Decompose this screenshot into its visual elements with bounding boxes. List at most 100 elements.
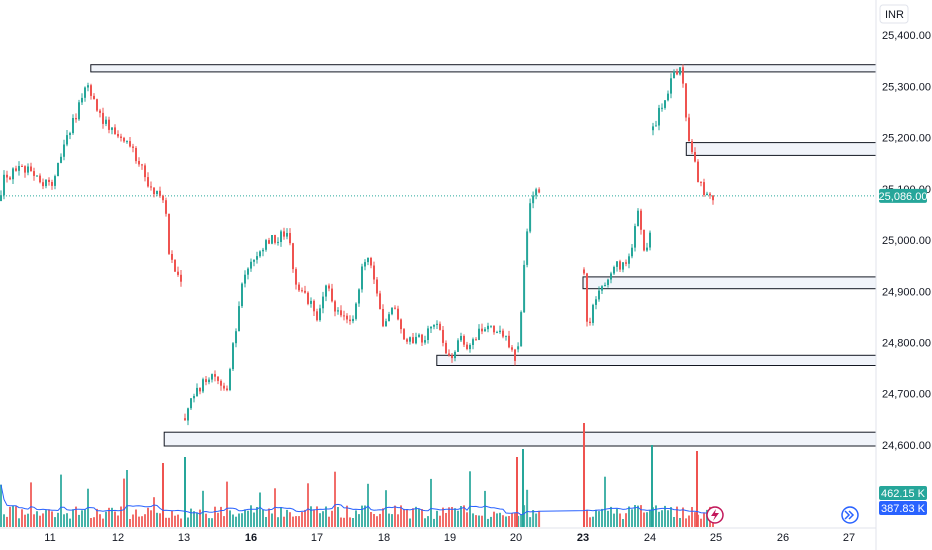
volume-bar	[114, 511, 116, 527]
volume-bar	[235, 516, 237, 527]
svg-text:462.15 K: 462.15 K	[881, 488, 926, 500]
volume-bar	[361, 505, 363, 527]
volume-bar	[496, 513, 498, 527]
candle	[595, 296, 597, 310]
volume-bar	[93, 517, 95, 527]
candle	[523, 260, 526, 313]
volume-bar	[220, 506, 222, 527]
candle	[514, 348, 516, 366]
volume-bar	[250, 505, 252, 527]
candle	[703, 178, 705, 197]
candle	[673, 69, 675, 79]
candle	[214, 370, 216, 382]
volume-bar	[688, 515, 690, 527]
volume-bar	[48, 509, 50, 527]
candle	[15, 165, 17, 172]
volume-bar	[469, 471, 471, 527]
candle	[529, 198, 532, 234]
candle	[310, 297, 312, 308]
volume-bar	[331, 510, 333, 527]
volume-bar	[478, 515, 480, 527]
candle	[460, 332, 462, 342]
volume-bar	[598, 511, 600, 527]
volume-bar	[355, 510, 357, 527]
volume-bar	[102, 518, 104, 527]
volume-bar	[634, 505, 636, 527]
candle	[259, 250, 261, 258]
volume-bar	[165, 517, 167, 527]
candle	[190, 398, 192, 410]
scroll-right-icon[interactable]	[841, 506, 859, 524]
volume-bar	[223, 516, 225, 527]
candle	[430, 326, 432, 333]
candle	[442, 326, 444, 347]
candle	[496, 330, 498, 334]
volume-bar	[628, 506, 630, 527]
candle	[667, 90, 669, 102]
volume-bar	[3, 514, 5, 527]
volume-bar	[619, 513, 621, 527]
candle	[280, 229, 282, 247]
volume-bar	[517, 515, 520, 527]
volume-bar	[217, 512, 219, 527]
candle	[313, 299, 315, 316]
candle	[298, 282, 300, 292]
candle	[538, 187, 541, 194]
volume-bar	[211, 518, 213, 527]
volume-bar	[33, 514, 35, 527]
volume-bar	[265, 517, 267, 527]
volume-bar	[313, 510, 315, 527]
volume-value-label: 387.83 K	[879, 501, 927, 515]
candle	[487, 322, 489, 333]
volume-bar	[123, 478, 125, 527]
volume-bar	[529, 517, 532, 527]
volume-bar	[637, 505, 639, 527]
volume-bar	[511, 513, 513, 527]
candle	[295, 267, 297, 290]
volume-bar	[373, 514, 375, 527]
volume-bar	[66, 513, 68, 527]
candle	[586, 272, 588, 327]
candle	[177, 266, 179, 277]
volume-bar	[670, 507, 672, 527]
volume-bar	[99, 514, 101, 527]
volume-bar	[616, 508, 618, 527]
candle	[358, 288, 360, 307]
candle	[472, 337, 474, 350]
volume-bar	[382, 508, 384, 527]
candle	[244, 270, 246, 288]
volume-bar	[370, 512, 372, 527]
volume-bar	[57, 512, 59, 527]
candle	[123, 136, 125, 143]
candle	[319, 304, 321, 322]
volume-bar	[196, 512, 198, 527]
volume-bar	[298, 516, 300, 527]
candle	[490, 325, 492, 329]
candle	[147, 172, 149, 188]
candle	[391, 307, 393, 316]
candle	[226, 385, 228, 392]
volume-bar	[640, 505, 642, 527]
candle	[184, 413, 186, 421]
candle	[451, 353, 453, 363]
candle	[337, 307, 339, 315]
candle	[265, 238, 267, 252]
volume-bar	[397, 514, 399, 527]
candle	[162, 194, 164, 203]
candle	[607, 278, 609, 288]
lightning-icon[interactable]	[706, 506, 724, 524]
volume-bar	[24, 514, 26, 527]
candle	[364, 259, 366, 271]
volume-bar	[259, 492, 261, 527]
volume-bar	[535, 513, 538, 527]
volume-bar	[685, 518, 687, 527]
volume-bar	[63, 514, 65, 527]
candle	[511, 345, 513, 352]
currency-label[interactable]: INR	[879, 4, 909, 24]
volume-bar	[190, 508, 192, 527]
candle	[625, 259, 627, 267]
candle	[424, 335, 426, 345]
candle	[3, 170, 5, 200]
candle	[78, 99, 80, 121]
